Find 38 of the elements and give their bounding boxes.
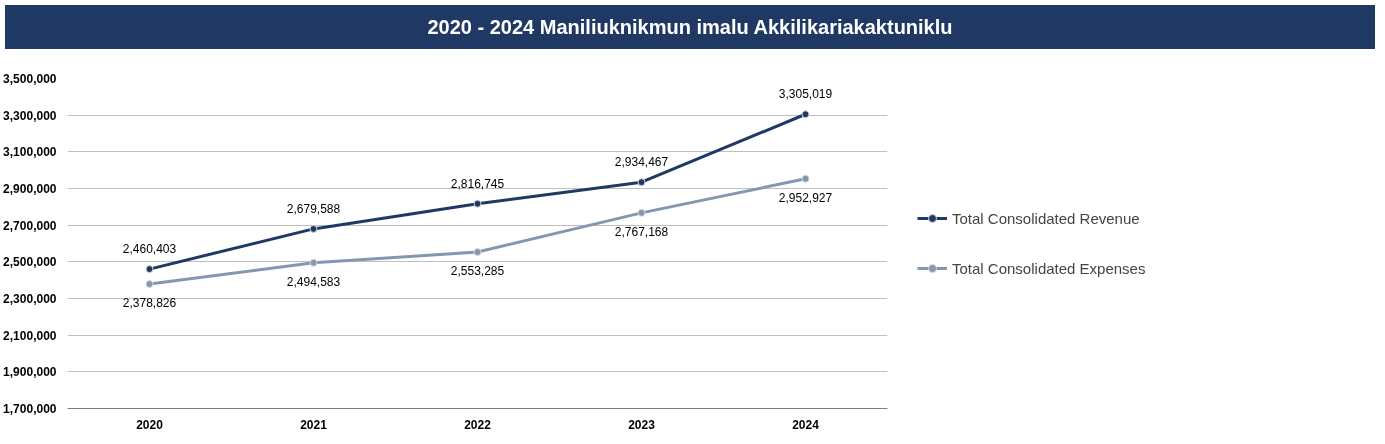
point <box>637 178 646 187</box>
point <box>473 248 482 257</box>
data-label: 2,679,588 <box>286 201 341 216</box>
y-tick-label: 1,900,000 <box>3 365 57 380</box>
data-label: 2,494,583 <box>286 274 341 289</box>
x-tick-label: 2020 <box>136 417 164 432</box>
legend-label: Total Consolidated Revenue <box>952 209 1140 227</box>
data-label: 2,934,467 <box>614 155 669 170</box>
data-label: 2,767,168 <box>614 224 669 239</box>
y-tick-label: 3,100,000 <box>3 145 57 160</box>
point <box>801 110 810 119</box>
data-label: 2,952,927 <box>778 190 833 205</box>
data-label: 2,816,745 <box>450 176 505 191</box>
y-tick-label: 1,700,000 <box>3 402 57 416</box>
data-label: 2,460,403 <box>122 242 177 257</box>
point <box>473 199 482 208</box>
y-tick-label: 3,300,000 <box>3 108 57 123</box>
y-tick-label: 3,500,000 <box>3 72 57 86</box>
y-tick-label: 2,100,000 <box>3 328 57 343</box>
y-tick-label: 2,300,000 <box>3 292 57 306</box>
point <box>309 258 318 267</box>
x-tick-label: 2022 <box>464 417 492 432</box>
point <box>637 208 646 217</box>
data-label: 2,553,285 <box>450 264 505 279</box>
x-tick-label: 2023 <box>628 417 656 432</box>
y-tick-label: 2,700,000 <box>3 218 57 233</box>
data-label: 2,378,826 <box>122 296 177 311</box>
x-tick-label: 2024 <box>792 417 820 432</box>
x-tick-label: 2021 <box>300 417 328 432</box>
legend-label: Total Consolidated Expenses <box>952 259 1146 277</box>
point <box>801 174 810 183</box>
point <box>145 265 154 274</box>
point <box>145 280 154 289</box>
point <box>309 224 318 233</box>
chart-title: 2020 - 2024 Maniliuknikmun imalu Akkilikariakaktuniklu <box>427 15 953 40</box>
y-tick-label: 2,900,000 <box>3 182 57 196</box>
y-tick-label: 2,500,000 <box>3 255 57 270</box>
data-label: 3,305,019 <box>778 87 833 102</box>
